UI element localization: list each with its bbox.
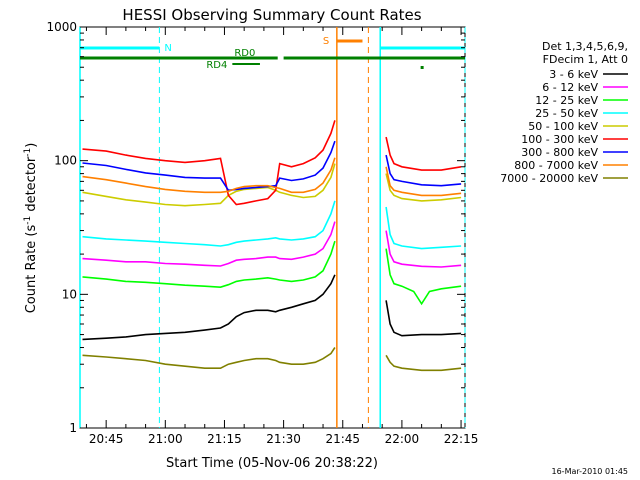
series-line — [385, 206, 462, 250]
series-line — [82, 120, 336, 206]
y-tick-label: 1 — [69, 421, 77, 435]
y-tick-label: 1000 — [46, 20, 77, 34]
footer-timestamp: 16-Mar-2010 01:45 — [552, 467, 629, 476]
series-line — [82, 221, 336, 267]
legend-header-line-2: FDecim 1, Att 0 — [543, 53, 628, 66]
x-axis-label: Start Time (05-Nov-06 20:38:22) — [166, 456, 378, 471]
y-tick-label: 100 — [54, 154, 77, 168]
rd0-label: RD0 — [234, 48, 255, 59]
legend-label: 7000 - 20000 keV — [500, 172, 598, 185]
series-line — [82, 274, 336, 341]
x-axis: 20:45 21:00 21:15 21:30 21:45 22:00 22:15 — [85, 27, 479, 446]
series-layer — [82, 120, 462, 372]
saa-label: S — [323, 36, 329, 47]
x-tick-label: 21:30 — [266, 432, 301, 446]
x-tick-label: 22:00 — [385, 432, 420, 446]
legend-label: 100 - 300 keV — [521, 133, 598, 146]
series-line — [385, 354, 462, 372]
x-tick-label: 20:45 — [89, 432, 124, 446]
series-line — [385, 166, 462, 197]
y-tick-label: 10 — [62, 287, 77, 301]
x-tick-label: 21:45 — [325, 432, 360, 446]
y-axis: 1 10 100 1000 — [46, 20, 465, 435]
legend-label: 50 - 100 keV — [528, 120, 598, 133]
x-tick-label: 21:15 — [207, 432, 242, 446]
series-line — [385, 154, 462, 187]
series-line — [82, 200, 336, 247]
legend-label: 25 - 50 keV — [535, 107, 598, 120]
y-axis-label-prefix: Count Rate (s — [24, 225, 39, 314]
series-line — [82, 163, 336, 207]
series-line — [385, 136, 462, 171]
x-tick-label: 21:00 — [148, 432, 183, 446]
chart-title: HESSI Observing Summary Count Rates — [122, 6, 421, 24]
series-line — [82, 157, 336, 194]
legend-label: 3 - 6 keV — [549, 68, 598, 81]
legend-header-line-1: Det 1,3,4,5,6,9, — [542, 40, 628, 53]
plot-frame — [79, 26, 466, 429]
legend: Det 1,3,4,5,6,9, FDecim 1, Att 0 3 - 6 k… — [500, 40, 628, 185]
rd4-label: RD4 — [206, 60, 227, 71]
rd-marker-dot — [420, 66, 424, 69]
interval-markers — [79, 27, 466, 428]
x-tick-label: 22:15 — [444, 432, 479, 446]
series-line — [385, 173, 462, 202]
legend-label: 6 - 12 keV — [542, 81, 598, 94]
series-line — [82, 240, 336, 289]
legend-label: 800 - 7000 keV — [514, 159, 598, 172]
series-line — [385, 248, 462, 306]
legend-label: 12 - 25 keV — [535, 94, 598, 107]
series-line — [82, 140, 336, 192]
y-axis-label: Count Rate (s-1 detector-1) — [23, 143, 39, 314]
night-label: N — [164, 43, 171, 54]
series-line — [82, 347, 336, 369]
series-line — [385, 300, 462, 337]
y-axis-label-suffix: ) — [24, 143, 39, 148]
legend-label: 300 - 800 keV — [521, 146, 598, 159]
y-axis-label-sup2: -1 — [23, 148, 33, 157]
series-line — [385, 230, 462, 268]
y-axis-label-mid: detector — [24, 156, 39, 216]
y-axis-label-sup1: -1 — [23, 216, 33, 225]
annotation-layer: N S RD0 RD4 — [80, 36, 465, 71]
